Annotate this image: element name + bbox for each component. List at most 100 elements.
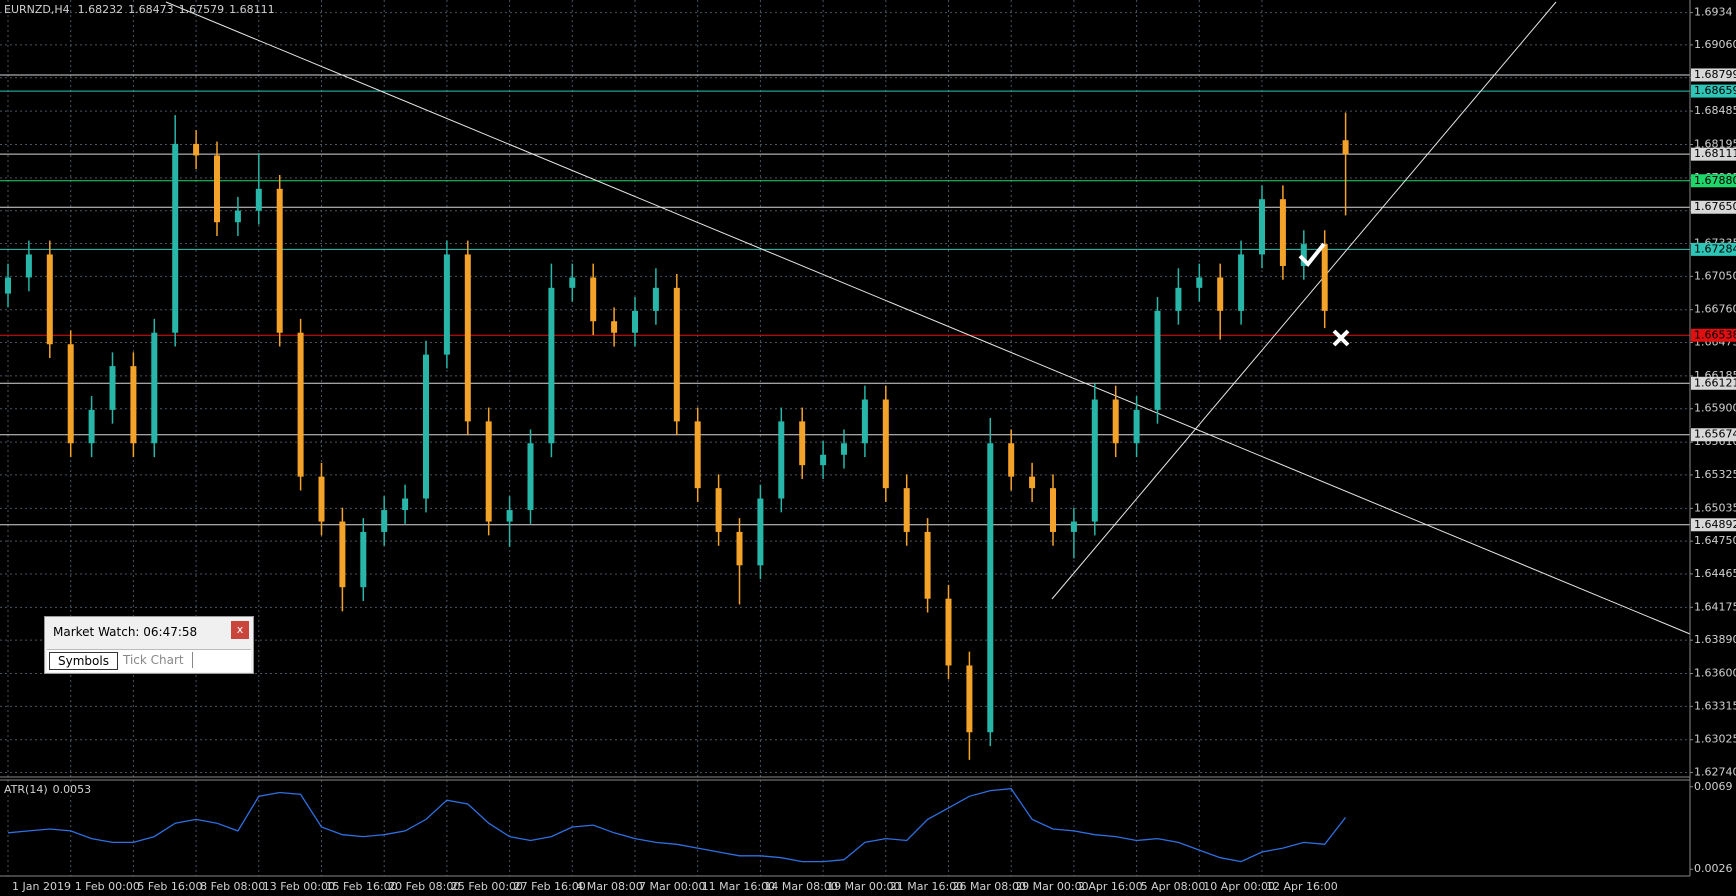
level-label: 1.65674 bbox=[1694, 428, 1736, 441]
candle-body bbox=[1217, 277, 1224, 311]
level-label: 1.66538 bbox=[1694, 328, 1736, 341]
candle-body bbox=[945, 598, 952, 666]
candle-body bbox=[88, 409, 95, 444]
x-tick-label: 5 Feb 16:00 bbox=[137, 880, 202, 893]
candle-body bbox=[423, 354, 429, 499]
y-tick-label: 0.0026 bbox=[1694, 862, 1733, 875]
candle-body bbox=[67, 344, 74, 444]
level-label: 1.64892 bbox=[1694, 518, 1736, 531]
x-tick-label: 27 Feb 16:00 bbox=[514, 880, 586, 893]
candle-body bbox=[46, 254, 53, 345]
close-button[interactable]: x bbox=[231, 621, 249, 639]
level-label-bg bbox=[1691, 428, 1736, 442]
x-tick-label: 20 Feb 08:00 bbox=[388, 880, 460, 893]
x-tick-label: 10 Apr 00:00 bbox=[1203, 880, 1275, 893]
candle-body bbox=[778, 421, 785, 499]
level-label-bg bbox=[1691, 84, 1736, 98]
candle-body bbox=[339, 521, 346, 588]
x-tick-label: 19 Mar 00:00 bbox=[827, 880, 900, 893]
y-tick-label: 1.68195 bbox=[1694, 137, 1736, 150]
candle-body bbox=[1196, 277, 1203, 288]
candle-body bbox=[276, 188, 283, 333]
trend-line bbox=[165, 1, 1691, 635]
level-label-bg bbox=[1691, 328, 1736, 342]
candle-body bbox=[130, 366, 137, 444]
y-tick-label: 1.63600 bbox=[1694, 667, 1736, 680]
level-label-bg bbox=[1691, 174, 1736, 188]
candle-body bbox=[694, 421, 701, 489]
candle-body bbox=[1279, 199, 1286, 266]
candle-body bbox=[234, 210, 241, 223]
bar-open: 1.68232 bbox=[78, 3, 124, 16]
candle-body bbox=[1008, 443, 1015, 477]
y-tick-label: 1.65035 bbox=[1694, 501, 1736, 514]
market-watch-title: Market Watch: 06:47:58 bbox=[53, 625, 198, 639]
level-label-bg bbox=[1691, 242, 1736, 256]
candle-body bbox=[1133, 409, 1140, 444]
x-tick-label: 8 Feb 08:00 bbox=[200, 880, 265, 893]
candle-body bbox=[255, 188, 262, 211]
y-tick-label: 1.64750 bbox=[1694, 534, 1736, 547]
tab[interactable]: Tick Chart bbox=[115, 652, 193, 668]
candle-body bbox=[506, 510, 513, 522]
level-label: 1.67284 bbox=[1694, 242, 1736, 255]
candle-body bbox=[1342, 140, 1349, 155]
x-tick-label: 12 Apr 16:00 bbox=[1266, 880, 1338, 893]
bar-low: 1.67579 bbox=[179, 3, 225, 16]
x-tick-label: 25 Feb 00:00 bbox=[451, 880, 523, 893]
candle-body bbox=[820, 454, 827, 466]
candle-body bbox=[527, 443, 534, 511]
candle-body bbox=[715, 488, 722, 532]
x-tick-label: 13 Feb 00:00 bbox=[263, 880, 335, 893]
y-tick-label: 1.67050 bbox=[1694, 269, 1736, 282]
candle-body bbox=[1154, 310, 1161, 410]
y-tick-label: 1.65325 bbox=[1694, 468, 1736, 481]
candle-body bbox=[903, 488, 910, 532]
candle-body bbox=[673, 287, 680, 422]
indicator-line bbox=[7, 788, 1347, 863]
candle-body bbox=[109, 366, 116, 410]
candles bbox=[5, 112, 1349, 760]
x-tick-label: 15 Feb 16:00 bbox=[326, 880, 398, 893]
candle-body bbox=[5, 277, 11, 294]
y-tick-label: 1.63315 bbox=[1694, 699, 1736, 712]
candle-body bbox=[590, 277, 597, 322]
level-label: 1.67880 bbox=[1694, 174, 1736, 187]
x-tick-label: 14 Mar 08:00 bbox=[764, 880, 837, 893]
candle-body bbox=[1070, 521, 1077, 532]
candle-body bbox=[25, 254, 32, 278]
level-label: 1.68111 bbox=[1694, 147, 1736, 160]
indicator-header: ATR(14) 0.0053 bbox=[4, 783, 91, 796]
level-label-bg bbox=[1691, 200, 1736, 214]
bar-high: 1.68473 bbox=[128, 3, 174, 16]
candle-body bbox=[611, 321, 618, 333]
y-tick-label: 1.68485 bbox=[1694, 104, 1736, 117]
candle-body bbox=[799, 421, 806, 466]
candle-body bbox=[632, 310, 638, 333]
candle-body bbox=[360, 531, 367, 588]
candle-body bbox=[214, 155, 220, 223]
x-tick-label: 11 Mar 16:00 bbox=[702, 880, 775, 893]
y-tick-label: 1.63025 bbox=[1694, 733, 1736, 746]
candle-body bbox=[1321, 244, 1328, 311]
candle-body bbox=[569, 277, 576, 288]
candle-body bbox=[736, 531, 743, 566]
tab-bar: Symbols Tick Chart bbox=[47, 649, 251, 672]
x-tick-label: 29 Mar 00:00 bbox=[1015, 880, 1088, 893]
candle-body bbox=[172, 143, 179, 333]
y-tick-label: 1.69060 bbox=[1694, 38, 1736, 51]
candle-body bbox=[151, 332, 158, 444]
x-tick-label: 7 Mar 00:00 bbox=[639, 880, 705, 893]
candle-body bbox=[1091, 399, 1098, 522]
level-label-bg bbox=[1691, 376, 1736, 390]
check-icon bbox=[1298, 242, 1326, 267]
chart-header: EURNZD,H4 1.68232 1.68473 1.67579 1.68111 bbox=[4, 3, 275, 16]
candle-body bbox=[297, 332, 304, 477]
y-tick-label: 1.64465 bbox=[1694, 567, 1736, 580]
x-tick-label: 4 Mar 08:00 bbox=[576, 880, 642, 893]
tab[interactable]: Symbols bbox=[49, 652, 118, 670]
level-label: 1.67650 bbox=[1694, 200, 1736, 213]
candle-body bbox=[1238, 254, 1245, 311]
